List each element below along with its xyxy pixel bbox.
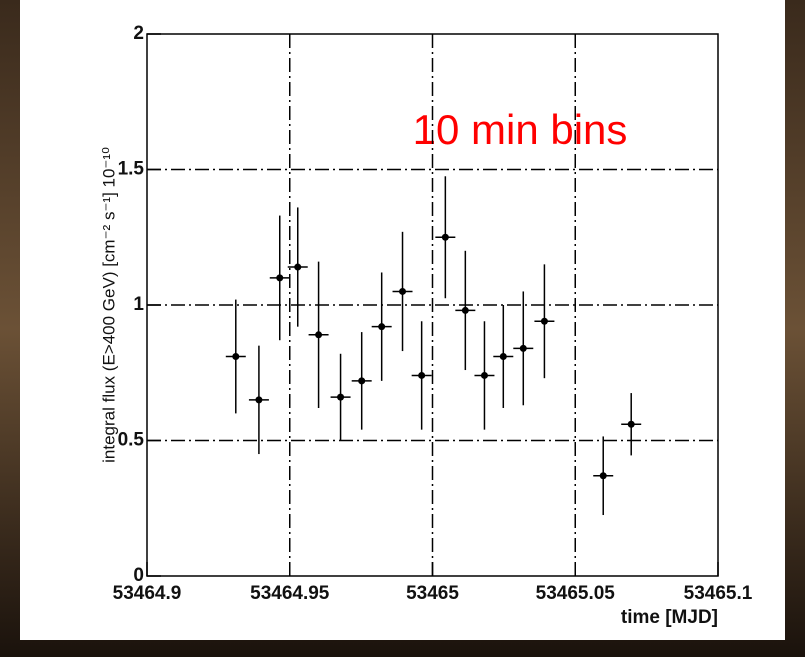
point <box>276 274 284 282</box>
point <box>418 371 426 379</box>
x-tick-label: 53464.9 <box>113 583 182 604</box>
point <box>358 377 366 385</box>
y-tick-label: 1 <box>133 294 144 315</box>
point <box>627 420 635 428</box>
y-tick-label: 0.5 <box>118 430 145 451</box>
point <box>255 396 263 404</box>
point <box>315 331 323 339</box>
point <box>378 323 386 331</box>
y-tick-label: 0 <box>133 565 144 586</box>
point <box>499 352 507 360</box>
point <box>599 472 607 480</box>
x-tick-label: 53465.05 <box>536 583 616 604</box>
point <box>399 287 407 295</box>
y-axis-label: integral flux (E>400 GeV) [cm⁻² s⁻¹] 10⁻… <box>99 147 118 463</box>
point <box>461 306 469 314</box>
y-tick-label: 2 <box>133 23 144 44</box>
x-tick-label: 53465 <box>406 583 459 604</box>
point <box>540 317 548 325</box>
point <box>441 233 449 241</box>
x-tick-label: 53465.1 <box>684 583 753 604</box>
y-tick-label: 1.5 <box>118 159 145 180</box>
point <box>337 393 345 401</box>
point <box>232 352 240 360</box>
point <box>519 344 527 352</box>
x-axis-label: time [MJD] <box>621 607 718 628</box>
point <box>480 371 488 379</box>
x-tick-label: 53464.95 <box>250 583 330 604</box>
annotation: 10 min bins <box>413 106 628 153</box>
point <box>294 263 302 271</box>
